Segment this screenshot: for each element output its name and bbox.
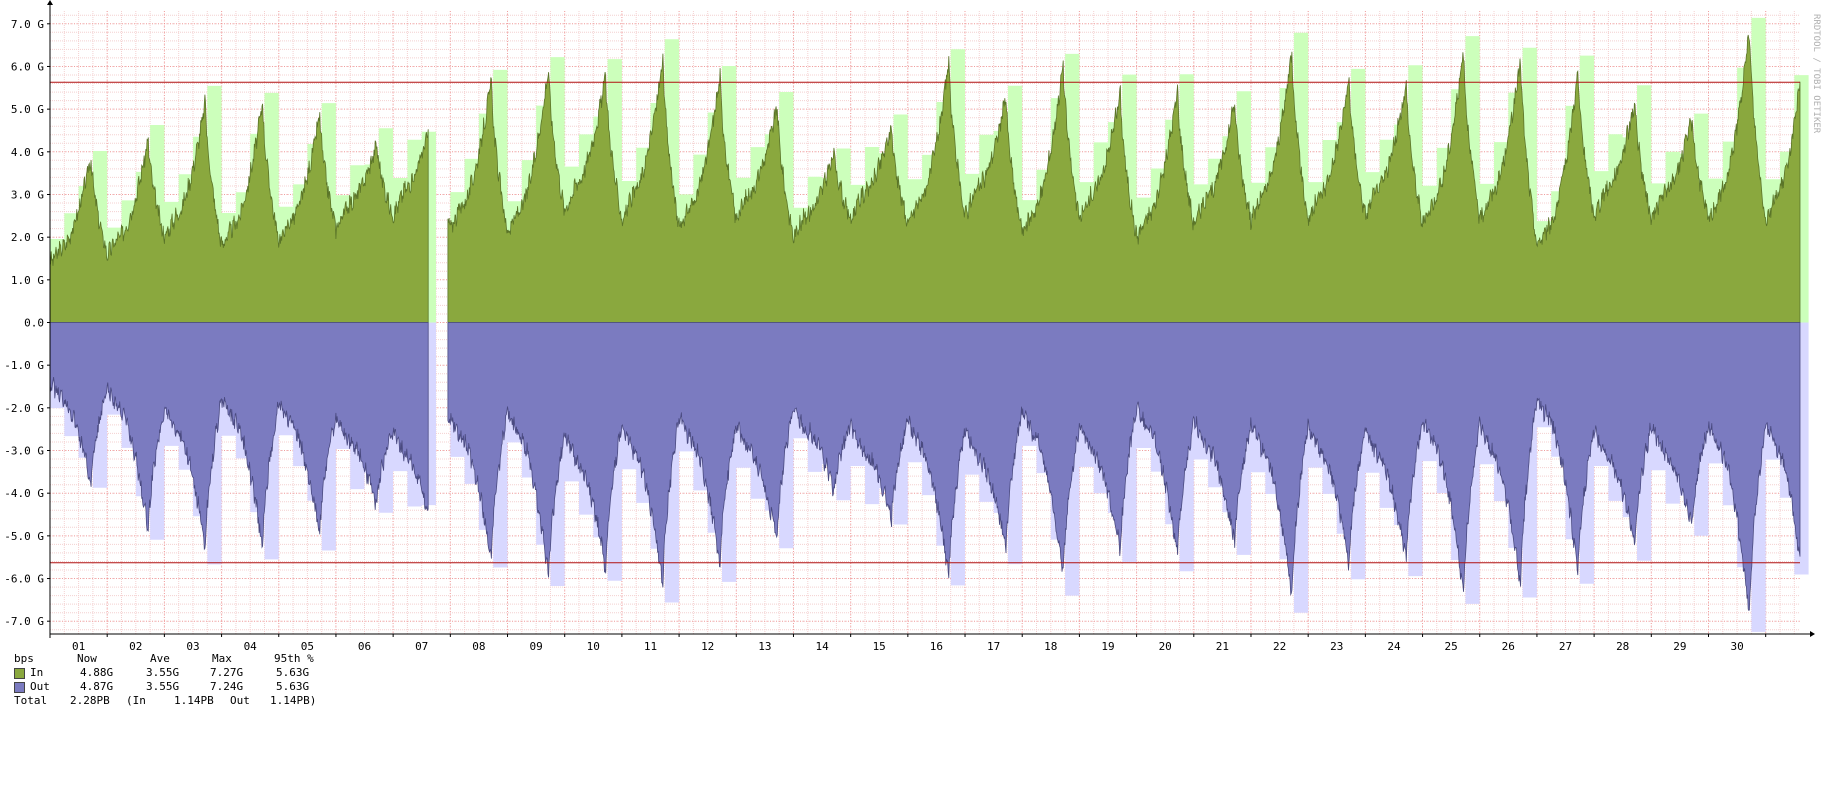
legend-total-out-label: Out bbox=[230, 694, 250, 707]
y-tick-label: -2.0 G bbox=[4, 402, 44, 415]
y-tick-label: -1.0 G bbox=[4, 359, 44, 372]
legend-out-ave: 3.55G bbox=[146, 680, 180, 693]
legend-total-label: Total bbox=[14, 694, 48, 707]
y-axis-arrow-icon bbox=[47, 0, 53, 5]
legend-in-p95: 5.63G bbox=[276, 666, 310, 679]
y-tick-label: -4.0 G bbox=[4, 487, 44, 500]
y-tick-label: -3.0 G bbox=[4, 445, 44, 458]
x-tick-label: 14 bbox=[815, 640, 829, 650]
x-tick-label: 01 bbox=[72, 640, 85, 650]
x-tick-label: 11 bbox=[644, 640, 657, 650]
x-tick-labels: 01 02 03 04 05 06 07 08 09 10 11 12 13 14 15 16 17 18 19 20… bbox=[72, 640, 1744, 650]
x-tick-label: 23 bbox=[1330, 640, 1343, 650]
legend-max-header: Max bbox=[212, 652, 232, 665]
x-tick-label: 10 bbox=[587, 640, 600, 650]
legend-row-out: Out 4.87G 3.55G 7.24G 5.63G bbox=[14, 680, 309, 694]
y-tick-label: 4.0 G bbox=[11, 146, 44, 159]
out-swatch-icon bbox=[14, 682, 25, 693]
legend: bps Now Ave Max 95th % In 4.88G 3.55G 7.… bbox=[14, 652, 316, 708]
x-tick-label: 09 bbox=[529, 640, 542, 650]
x-tick-label: 03 bbox=[186, 640, 199, 650]
percentile-lines bbox=[50, 81, 1800, 564]
y-tick-label: 3.0 G bbox=[11, 189, 44, 202]
x-tick-label: 30 bbox=[1730, 640, 1743, 650]
legend-now-header: Now bbox=[77, 652, 97, 665]
y-tick-label: 6.0 G bbox=[11, 61, 44, 74]
axes bbox=[47, 0, 1815, 638]
in-series-area bbox=[49, 94, 429, 323]
x-tick-label: 15 bbox=[873, 640, 886, 650]
y-tick-label: -7.0 G bbox=[4, 615, 44, 628]
legend-row-in: In 4.88G 3.55G 7.27G 5.63G bbox=[14, 666, 309, 680]
legend-out-now: 4.87G bbox=[80, 680, 114, 693]
x-tick-label: 16 bbox=[930, 640, 943, 650]
legend-in-now: 4.88G bbox=[80, 666, 114, 679]
legend-unit: bps bbox=[14, 652, 34, 665]
x-tick-label: 07 bbox=[415, 640, 428, 650]
rrdtool-credit: RRDTOOL / TOBI OETIKER bbox=[1811, 14, 1821, 134]
x-tick-label: 28 bbox=[1616, 640, 1629, 650]
x-tick-label: 13 bbox=[758, 640, 771, 650]
y-tick-label: 7.0 G bbox=[11, 18, 44, 31]
x-tick-label: 24 bbox=[1387, 640, 1401, 650]
x-tick-label: 12 bbox=[701, 640, 714, 650]
in-series-area bbox=[447, 34, 1801, 323]
traffic-chart: 7.0 G 6.0 G 5.0 G 4.0 G 3.0 G 2.0 G 1.0 G 0.0 -1… bbox=[4, 0, 1821, 650]
x-axis-arrow-icon bbox=[1810, 631, 1815, 637]
x-tick-label: 25 bbox=[1444, 640, 1457, 650]
out-area bbox=[49, 322, 1801, 611]
in-area bbox=[49, 34, 1801, 323]
legend-ave-header: Ave bbox=[150, 652, 170, 665]
y-tick-label: -5.0 G bbox=[4, 530, 44, 543]
x-tick-label: 05 bbox=[301, 640, 314, 650]
x-tick-label: 18 bbox=[1044, 640, 1057, 650]
legend-p95-header: 95th % bbox=[274, 652, 314, 665]
x-tick-label: 29 bbox=[1673, 640, 1686, 650]
y-tick-label: 2.0 G bbox=[11, 231, 44, 244]
legend-in-ave: 3.55G bbox=[146, 666, 180, 679]
legend-out-max: 7.24G bbox=[210, 680, 244, 693]
out-series-area bbox=[447, 322, 1801, 611]
legend-out-p95: 5.63G bbox=[276, 680, 310, 693]
legend-out-label: Out bbox=[30, 680, 50, 693]
y-tick-labels: 7.0 G 6.0 G 5.0 G 4.0 G 3.0 G 2.0 G 1.0 G 0.0 -1… bbox=[4, 18, 44, 628]
y-tick-label: 5.0 G bbox=[11, 103, 44, 116]
x-tick-label: 04 bbox=[244, 640, 258, 650]
y-tick-label: 1.0 G bbox=[11, 274, 44, 287]
x-tick-label: 21 bbox=[1216, 640, 1229, 650]
y-tick-label: -6.0 G bbox=[4, 573, 44, 586]
legend-total-value: 2.28PB bbox=[70, 694, 110, 707]
in-swatch-icon bbox=[14, 668, 25, 679]
x-tick-label: 08 bbox=[472, 640, 485, 650]
y-tick-label: 0.0 bbox=[24, 317, 44, 330]
legend-in-max: 7.27G bbox=[210, 666, 244, 679]
legend-total-out: 1.14PB) bbox=[270, 694, 317, 707]
x-tick-label: 20 bbox=[1159, 640, 1172, 650]
legend-total-in: 1.14PB bbox=[174, 694, 214, 707]
x-tick-label: 19 bbox=[1101, 640, 1114, 650]
x-tick-label: 06 bbox=[358, 640, 371, 650]
x-tick-label: 17 bbox=[987, 640, 1000, 650]
x-tick-label: 27 bbox=[1559, 640, 1572, 650]
x-tick-label: 22 bbox=[1273, 640, 1286, 650]
x-tick-label: 26 bbox=[1502, 640, 1515, 650]
x-tick-label: 02 bbox=[129, 640, 142, 650]
legend-total-in-label: (In bbox=[126, 694, 146, 707]
legend-header: bps Now Ave Max 95th % bbox=[14, 652, 314, 666]
out-series-area bbox=[49, 322, 429, 551]
legend-in-label: In bbox=[30, 666, 44, 679]
legend-row-total: Total 2.28PB (In 1.14PB Out 1.14PB) bbox=[14, 694, 316, 708]
